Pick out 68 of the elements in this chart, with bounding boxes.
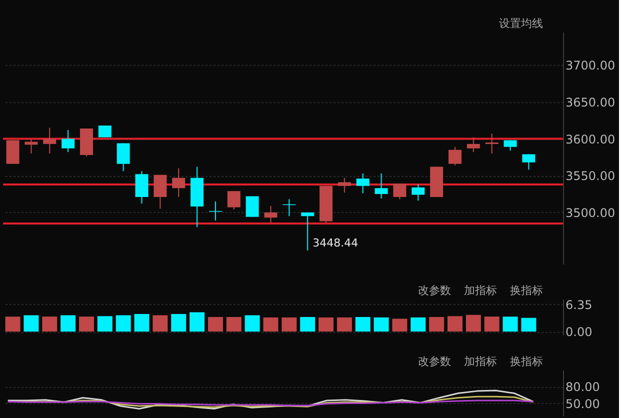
bar xyxy=(190,312,205,332)
annotation: 3448.44 xyxy=(312,236,358,250)
bar xyxy=(152,315,168,332)
bar xyxy=(134,314,150,332)
bar xyxy=(24,315,39,332)
bar xyxy=(42,316,58,332)
candlestick xyxy=(393,183,406,200)
candlestick xyxy=(522,154,536,170)
y-tick-label: 0.00 xyxy=(566,325,592,340)
candlestick xyxy=(374,172,388,199)
bar xyxy=(171,314,186,332)
candlestick xyxy=(301,212,314,251)
candlestick xyxy=(264,205,278,224)
candlestick xyxy=(135,170,148,204)
candlestick xyxy=(485,133,498,154)
candlestick xyxy=(227,190,240,210)
y-tick-label: 50.00 xyxy=(566,396,600,411)
y-tick-label: 3700.00 xyxy=(566,58,616,73)
bar xyxy=(392,318,408,332)
candlestick xyxy=(412,184,425,202)
bar xyxy=(300,317,316,332)
text: 设置均线 xyxy=(499,17,543,30)
bar xyxy=(78,316,94,332)
bar xyxy=(263,317,278,332)
bar xyxy=(208,317,223,332)
y-tick-label: 3600.00 xyxy=(566,132,616,146)
text: 加指标 xyxy=(464,355,497,368)
candlestick xyxy=(356,172,370,194)
y-tick-label: 80.00 xyxy=(566,380,600,394)
candlestick xyxy=(43,127,56,154)
bar xyxy=(466,314,481,332)
bar xyxy=(448,316,462,332)
bar xyxy=(336,317,352,332)
candlestick xyxy=(246,196,259,218)
bar xyxy=(484,316,500,332)
bar xyxy=(97,316,112,332)
bar xyxy=(282,317,297,332)
text: 换指标 xyxy=(510,284,543,297)
candlestick xyxy=(466,136,480,153)
bar xyxy=(502,316,518,332)
candlestick xyxy=(172,168,186,198)
bar xyxy=(318,317,334,332)
bar xyxy=(226,317,242,332)
bar xyxy=(116,315,131,332)
text: 改参数 xyxy=(418,284,451,297)
candlestick xyxy=(62,129,75,153)
candlestick xyxy=(24,139,38,154)
text: 加指标 xyxy=(464,284,497,297)
candlestick xyxy=(116,142,130,172)
candlestick xyxy=(6,140,20,164)
y-tick-label: 3650.00 xyxy=(566,95,616,110)
bar xyxy=(5,316,20,332)
candlestick xyxy=(154,174,167,210)
candlestick xyxy=(448,146,462,166)
candlestick xyxy=(98,125,112,138)
bar xyxy=(374,317,389,332)
bar xyxy=(429,317,444,332)
bar xyxy=(355,317,370,332)
text: 改参数 xyxy=(418,355,451,368)
y-tick-label: 6.35 xyxy=(566,298,592,312)
bar xyxy=(410,317,426,332)
y-tick-label: 3550.00 xyxy=(566,169,616,184)
candlestick xyxy=(338,177,351,194)
bar xyxy=(521,318,536,332)
bar xyxy=(244,315,260,332)
y-tick-label: 3500.00 xyxy=(566,206,616,220)
text: 换指标 xyxy=(510,355,543,368)
bar xyxy=(60,315,76,332)
